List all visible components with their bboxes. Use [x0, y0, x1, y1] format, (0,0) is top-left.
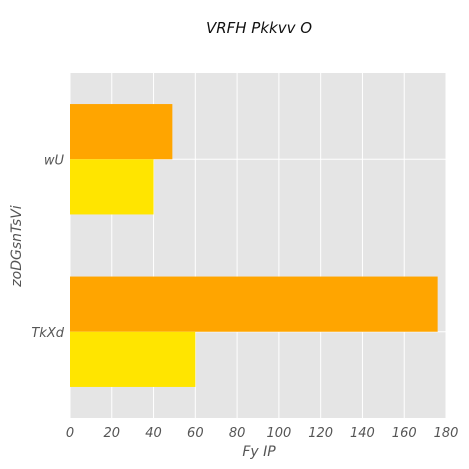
- bar: [70, 331, 196, 387]
- x-axis-label: Fy IP: [242, 444, 276, 460]
- y-tick-labels: wU TkXd: [31, 153, 64, 341]
- y-tick-label: wU: [44, 153, 65, 168]
- x-tick-label: 160: [392, 426, 417, 441]
- bar: [70, 104, 173, 160]
- x-tick-label: 0: [66, 426, 74, 441]
- x-tick-label: 180: [434, 426, 459, 441]
- x-tick-labels: 0 20 40 60 80 100 120 140 160 180: [66, 426, 459, 441]
- bars: [70, 104, 438, 387]
- bar: [70, 159, 154, 215]
- y-tick-label: TkXd: [31, 326, 64, 341]
- x-tick-label: 120: [308, 426, 333, 441]
- x-tick-label: 80: [229, 426, 246, 441]
- x-tick-label: 20: [104, 426, 121, 441]
- x-tick-label: 140: [350, 426, 375, 441]
- x-tick-label: 60: [187, 426, 204, 441]
- bar: [70, 276, 438, 332]
- y-axis-label: zoDGsnTsVi: [9, 205, 25, 287]
- x-tick-label: 40: [145, 426, 162, 441]
- x-tick-label: 100: [266, 426, 291, 441]
- chart-title: VRFH Pkkvv O: [206, 19, 312, 37]
